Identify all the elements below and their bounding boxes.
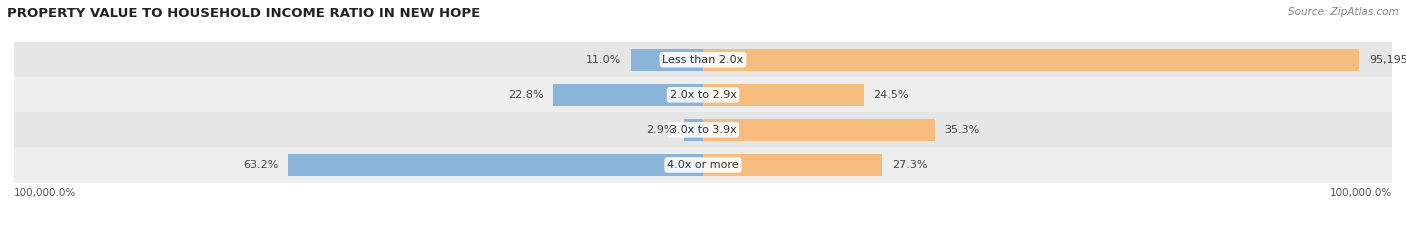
Bar	[703, 49, 1360, 70]
Text: 35.3%: 35.3%	[945, 125, 980, 135]
Text: 24.5%: 24.5%	[873, 90, 910, 100]
Bar	[631, 49, 703, 70]
Bar	[14, 77, 1392, 112]
Bar	[703, 119, 935, 141]
Text: 11.0%: 11.0%	[586, 55, 621, 65]
Text: Less than 2.0x: Less than 2.0x	[662, 55, 744, 65]
Text: Source: ZipAtlas.com: Source: ZipAtlas.com	[1288, 7, 1399, 17]
Bar	[288, 154, 703, 176]
Bar	[683, 119, 703, 141]
Text: 63.2%: 63.2%	[243, 160, 278, 170]
Text: 3.0x to 3.9x: 3.0x to 3.9x	[669, 125, 737, 135]
Text: 95,195.0%: 95,195.0%	[1369, 55, 1406, 65]
Text: 2.9%: 2.9%	[645, 125, 673, 135]
Bar	[14, 112, 1392, 147]
Bar	[554, 84, 703, 106]
Text: 27.3%: 27.3%	[891, 160, 928, 170]
Text: 100,000.0%: 100,000.0%	[14, 188, 76, 198]
Legend: Without Mortgage, With Mortgage: Without Mortgage, With Mortgage	[574, 231, 832, 234]
Bar	[703, 154, 882, 176]
Text: PROPERTY VALUE TO HOUSEHOLD INCOME RATIO IN NEW HOPE: PROPERTY VALUE TO HOUSEHOLD INCOME RATIO…	[7, 7, 481, 20]
Text: 100,000.0%: 100,000.0%	[1330, 188, 1392, 198]
Bar	[14, 147, 1392, 183]
Bar	[14, 42, 1392, 77]
Text: 4.0x or more: 4.0x or more	[668, 160, 738, 170]
Text: 2.0x to 2.9x: 2.0x to 2.9x	[669, 90, 737, 100]
Text: 22.8%: 22.8%	[508, 90, 544, 100]
Bar	[703, 84, 863, 106]
